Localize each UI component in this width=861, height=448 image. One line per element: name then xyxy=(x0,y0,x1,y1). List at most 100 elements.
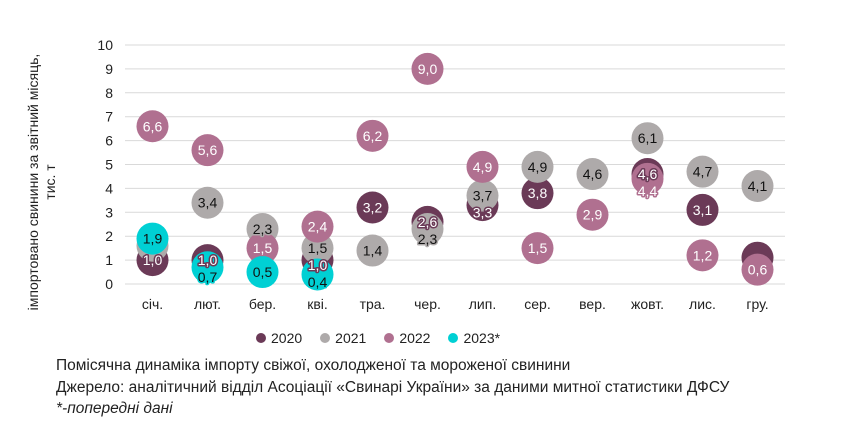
x-tick-label: лют. xyxy=(194,296,221,312)
bubble-2021-чер. xyxy=(411,213,444,246)
data-label: 2,3 xyxy=(418,231,438,247)
series-2020 xyxy=(136,158,774,277)
data-label: 2,4 xyxy=(308,219,328,235)
caption-source: Джерело: аналітичний відділ Асоціації «С… xyxy=(56,379,730,396)
legend-marker xyxy=(384,333,395,343)
y-tick-label: 10 xyxy=(97,37,113,53)
bubble-2021-жовт. xyxy=(631,122,664,155)
y-tick-label: 6 xyxy=(105,133,113,149)
data-label: 6,6 xyxy=(143,118,163,134)
data-label: 2,6 xyxy=(418,214,438,230)
data-label: 4,9 xyxy=(528,159,548,175)
data-label: 4,1 xyxy=(748,178,768,194)
x-tick-label: січ. xyxy=(142,296,163,312)
legend-label: 2021 xyxy=(335,330,367,346)
bubble-2021-лис. xyxy=(686,155,719,188)
y-axis-title: імпортовано свинини за звітний місяць, т… xyxy=(25,53,58,311)
data-label: 3,4 xyxy=(198,195,218,211)
data-label: 1,5 xyxy=(308,240,328,256)
data-labels: 6,61,91,05,63,41,00,72,31,50,52,41,51,00… xyxy=(141,59,769,291)
bubble-2023*-кві. xyxy=(301,258,334,291)
data-label: 3,3 xyxy=(473,205,493,221)
x-tick-label: бер. xyxy=(249,296,276,312)
data-label: 1,2 xyxy=(693,247,713,263)
data-label: 0,5 xyxy=(253,264,273,280)
data-label: 4,4 xyxy=(638,183,658,199)
y-tick-label: 7 xyxy=(105,109,113,125)
x-tick-label: чер. xyxy=(414,296,441,312)
legend-label: 2023* xyxy=(463,330,501,346)
bubble-2022-кві. xyxy=(301,210,334,243)
x-tick-label: лип. xyxy=(469,296,496,312)
bubble-2023*-бер. xyxy=(246,256,279,289)
caption-title: Помісячна динаміка імпорту свіжої, охоло… xyxy=(56,357,571,374)
data-label: 2,3 xyxy=(253,221,273,237)
bubble-chart: 0 1 2 3 4 5 6 7 8 9 10 січ. лют. бер. кві. тра. чер. лип.… xyxy=(97,37,785,312)
data-label: 4,9 xyxy=(473,159,493,175)
x-tick-label: сер. xyxy=(524,296,550,312)
series-2023* xyxy=(136,222,334,291)
bubble-2022-бер. xyxy=(246,232,279,265)
y-tick-label: 3 xyxy=(105,204,113,220)
y-tick-label: 9 xyxy=(105,61,113,77)
data-label: 5,6 xyxy=(198,142,218,158)
y-tick-label: 1 xyxy=(105,252,113,268)
data-label: 9,0 xyxy=(418,61,438,77)
bubble-2022-вер. xyxy=(576,198,609,231)
legend-marker xyxy=(320,333,331,343)
bubble-2022-лис. xyxy=(686,239,719,272)
bubble-2021-лют. xyxy=(191,186,224,219)
legend-label: 2022 xyxy=(399,330,431,346)
bubble-2020-сер. xyxy=(521,177,554,210)
legend-item: 2022 xyxy=(384,330,430,346)
legend-item: 2023* xyxy=(448,330,500,346)
bubble-2023*-лют. xyxy=(191,251,224,284)
data-label: 4,6 xyxy=(638,166,658,182)
caption-note: *-попередні дані xyxy=(56,400,173,417)
legend-marker xyxy=(256,333,266,343)
bubble-2022-тра. xyxy=(356,119,389,152)
data-label: 1,0 xyxy=(308,257,328,273)
data-label: 1,5 xyxy=(528,240,548,256)
bubble-2021-гру. xyxy=(741,170,774,203)
data-label: 1,9 xyxy=(143,231,163,247)
legend-item: 2021 xyxy=(320,330,366,346)
bubble-2022-лют. xyxy=(191,134,224,167)
x-tick-label: кві. xyxy=(307,296,328,312)
data-label: 3,1 xyxy=(693,202,713,218)
x-tick-label: жовт. xyxy=(631,296,664,312)
data-label: 3,8 xyxy=(528,185,548,201)
y-tick-label: 8 xyxy=(105,85,113,101)
series-2022 xyxy=(136,52,774,286)
series-2021 xyxy=(136,122,774,267)
bubble-2022-гру. xyxy=(741,253,774,286)
data-label: 1,5 xyxy=(253,240,273,256)
legend: 2020 2021 2022 2023* xyxy=(256,330,500,346)
data-label: 3,2 xyxy=(363,200,383,216)
data-label: 2,9 xyxy=(583,207,603,223)
data-label: 4,6 xyxy=(583,166,603,182)
legend-marker xyxy=(448,333,459,343)
data-label: 0,7 xyxy=(198,269,218,285)
data-label: 0,6 xyxy=(748,262,768,278)
y-tick-label: 5 xyxy=(105,157,113,173)
bubble-2021-вер. xyxy=(576,158,609,191)
bubble-2022-лип. xyxy=(466,150,499,183)
y-tick-label: 2 xyxy=(105,228,113,244)
bubble-2021-лип. xyxy=(466,179,499,212)
bubble-2022-жовт. xyxy=(631,162,664,195)
bubble-2021-сер. xyxy=(521,150,554,183)
data-label: 6,2 xyxy=(363,128,383,144)
data-label: 1,0 xyxy=(198,252,218,268)
bubble-2020-тра. xyxy=(356,191,389,224)
data-label: 1,4 xyxy=(363,243,383,259)
x-tick-label: лис. xyxy=(689,296,716,312)
data-label: 4,7 xyxy=(693,164,713,180)
bubble-2022-чер. xyxy=(411,52,444,85)
bubble-2022-січ. xyxy=(136,110,169,143)
bubble-2023*-січ. xyxy=(136,222,169,255)
x-tick-label: тра. xyxy=(360,296,386,312)
bubble-2020-лис. xyxy=(686,193,719,226)
data-label: 1,0 xyxy=(143,252,163,268)
x-tick-label: гру. xyxy=(746,296,768,312)
